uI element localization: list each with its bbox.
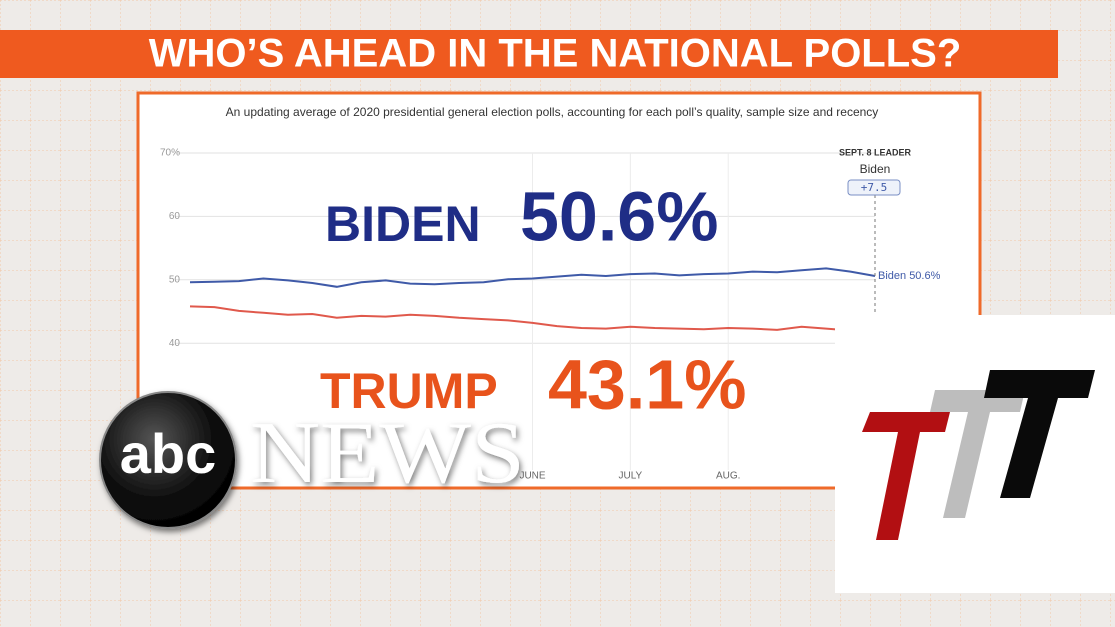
- abc-text: abc: [120, 422, 217, 485]
- trump-headline-value: 43.1%: [548, 345, 746, 423]
- y-tick-label: 60: [169, 211, 181, 222]
- plot: 70% 60 50 40 JUNE JULY AUG. Biden 50.6%: [160, 148, 941, 482]
- series-line: [189, 305, 876, 332]
- x-tick-label: AUG.: [716, 471, 740, 482]
- y-tick-label: 50: [169, 274, 181, 285]
- abc-ball: [99, 391, 237, 529]
- x-tick-label: JULY: [618, 471, 642, 482]
- ttt-red: [862, 412, 950, 540]
- leader-heading: SEPT. 8 LEADER: [839, 147, 912, 157]
- leader-name: Biden: [860, 162, 891, 176]
- chart-subtitle: An updating average of 2020 presidential…: [226, 105, 879, 119]
- end-label: Biden 50.6%: [878, 270, 941, 282]
- ttt-logo: [835, 315, 1115, 593]
- y-tick-label: 40: [169, 338, 181, 349]
- title-banner: [0, 30, 1058, 78]
- y-tick-label: 70%: [160, 148, 180, 159]
- chart-title: WHO’S AHEAD IN THE NATIONAL POLLS?: [149, 32, 962, 76]
- biden-headline: BIDEN: [325, 196, 481, 252]
- ttt-black: [984, 370, 1095, 498]
- leader-box: [847, 179, 901, 196]
- leader-margin: +7.5: [861, 181, 888, 194]
- news-text: NEWS: [250, 405, 525, 502]
- x-tick-label: JUNE: [519, 471, 545, 482]
- series-line: [189, 267, 876, 288]
- trump-headline: TRUMP: [320, 363, 498, 419]
- abc-news-logo: abc NEWS: [99, 391, 525, 529]
- biden-headline-value: 50.6%: [520, 177, 718, 255]
- ttt-grey: [930, 390, 1025, 518]
